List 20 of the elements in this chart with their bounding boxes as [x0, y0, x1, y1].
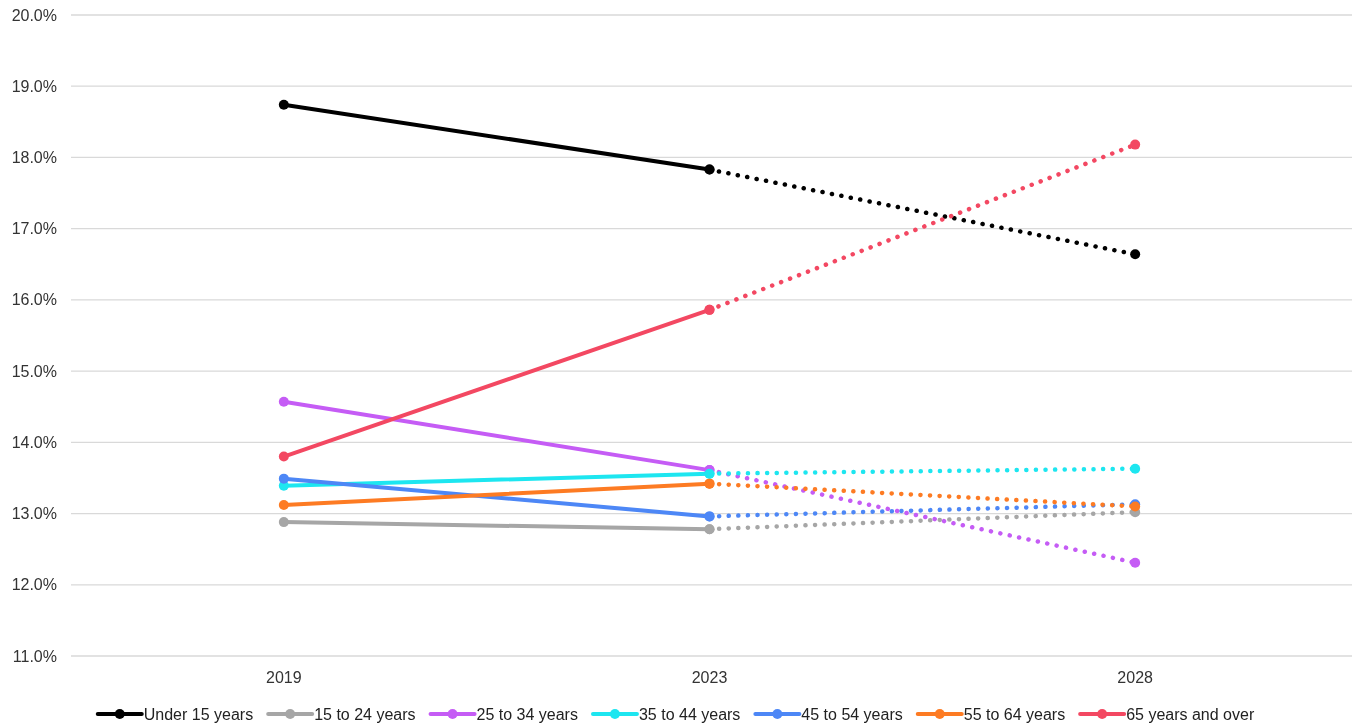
y-tick-label: 16.0% [11, 291, 57, 309]
legend-label: Under 15 years [143, 705, 254, 723]
legend-label: 65 years and over [1126, 705, 1255, 723]
legend-label: 15 to 24 years [314, 705, 416, 723]
legend-label: 25 to 34 years [476, 705, 578, 723]
y-tick-label: 15.0% [11, 362, 57, 380]
y-tick-label: 12.0% [11, 576, 57, 594]
x-tick-label: 2023 [691, 668, 728, 686]
y-tick-label: 18.0% [11, 149, 57, 167]
y-tick-label: 17.0% [11, 220, 57, 238]
y-tick-label: 13.0% [11, 505, 57, 523]
x-tick-label: 2019 [266, 668, 302, 686]
x-tick-label: 2028 [1117, 668, 1154, 686]
y-tick-label: 20.0% [11, 6, 57, 24]
y-tick-label: 19.0% [11, 77, 57, 95]
legend-label: 55 to 64 years [963, 705, 1066, 723]
y-tick-label: 11.0% [12, 647, 57, 665]
legend-label: 35 to 44 years [638, 705, 741, 723]
legend-label: 45 to 54 years [801, 705, 903, 723]
y-tick-label: 14.0% [11, 433, 57, 451]
